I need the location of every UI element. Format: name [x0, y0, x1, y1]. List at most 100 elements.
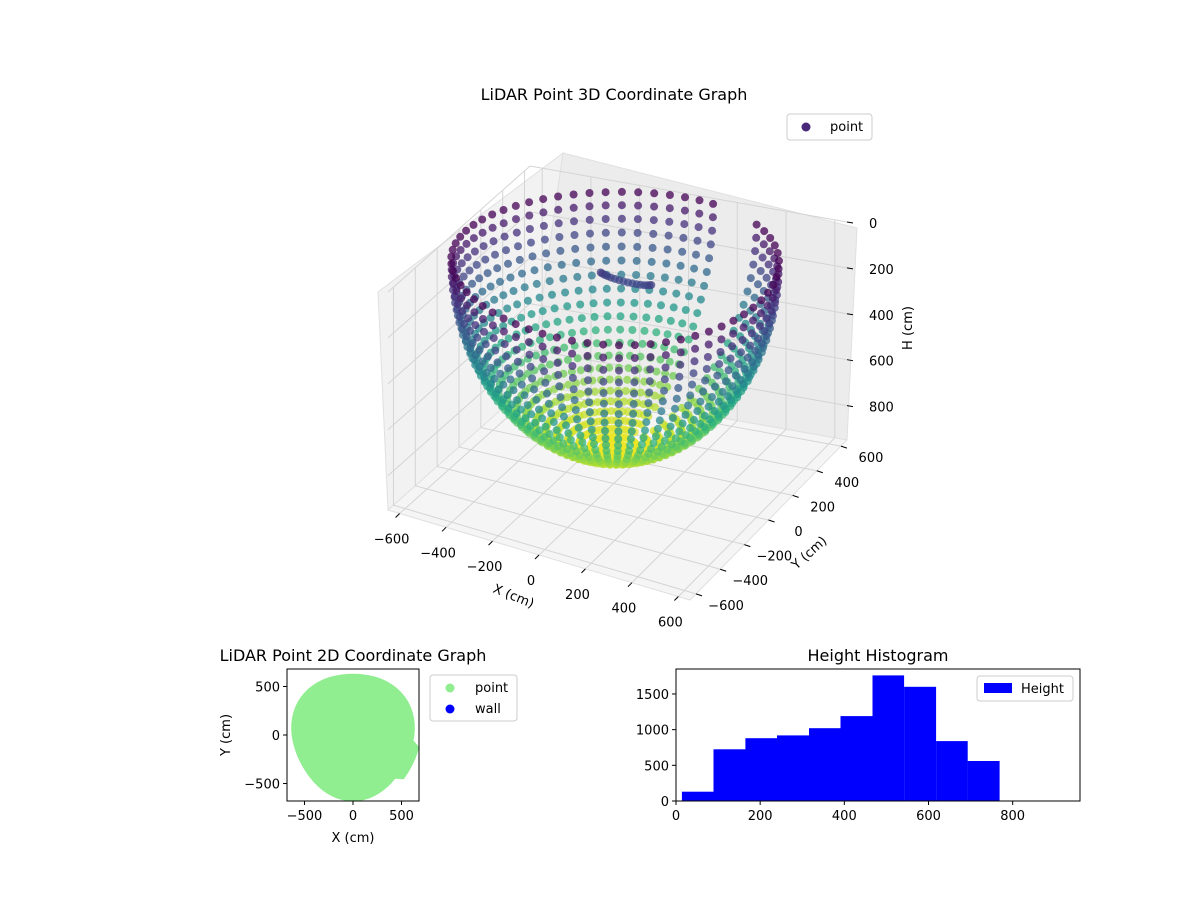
cloud-point: [569, 203, 578, 212]
cloud-point: [693, 309, 702, 318]
ticks-histogram: 0 200 400 600 800 0 500 1000 1500: [636, 688, 1025, 824]
cloud-point: [494, 309, 503, 317]
cloud-point: [701, 376, 710, 385]
cloud-point: [549, 418, 558, 427]
cloud-point: [499, 327, 508, 336]
cloud-point: [456, 232, 465, 241]
cloud-point: [709, 199, 718, 208]
cloud-point: [737, 348, 745, 357]
cloud-point: [600, 409, 609, 418]
histogram-legend: Height: [976, 675, 1074, 702]
cloud-point: [756, 267, 765, 275]
cloud-point: [525, 211, 534, 220]
cloud-point: [545, 277, 554, 286]
cloud-point: [644, 399, 653, 408]
cloud-point: [623, 375, 632, 384]
cloud-point: [757, 309, 765, 318]
cloud-point: [515, 255, 524, 264]
cloud-point: [573, 272, 582, 281]
cloud-point: [675, 427, 684, 436]
cloud-point: [763, 301, 772, 310]
cloud-point: [713, 371, 722, 380]
cloud-point: [499, 206, 508, 214]
cloud-point: [660, 436, 669, 445]
cloud-point: [656, 380, 664, 389]
cloud-point: [538, 329, 547, 338]
x-tick-label-2d: 0: [349, 809, 357, 824]
cloud-point: [538, 414, 547, 423]
cloud-point: [452, 287, 461, 296]
cloud-point: [632, 256, 641, 265]
y-tick-label-2d: −500: [244, 778, 280, 793]
cloud-point: [724, 392, 733, 401]
cloud-point: [772, 272, 781, 281]
plot3d-title: LiDAR Point 3D Coordinate Graph: [481, 85, 748, 104]
cloud-point: [754, 334, 762, 343]
cloud-point: [470, 295, 478, 304]
cloud-point: [499, 380, 508, 389]
cloud-point: [447, 259, 456, 268]
cloud-point: [652, 367, 661, 376]
cloud-point: [502, 246, 510, 255]
cloud-point: [587, 257, 596, 266]
cloud-point: [743, 353, 752, 362]
cloud-point: [512, 228, 521, 237]
cloud-point: [601, 188, 610, 197]
x-tick-label-2d: 500: [389, 809, 414, 824]
cloud-point: [675, 372, 684, 381]
cloud-point: [739, 300, 748, 309]
cloud-point: [561, 288, 570, 297]
cloud-point: [676, 360, 685, 369]
cloud-point: [626, 434, 635, 443]
cloud-point: [601, 228, 610, 237]
cloud-point: [530, 266, 539, 275]
cloud-point: [558, 403, 567, 412]
cloud-point: [447, 252, 456, 261]
legend-wall-marker: [445, 704, 455, 714]
cloud-point: [599, 389, 608, 397]
cloud-point: [552, 333, 561, 342]
cloud-point: [617, 228, 626, 237]
cloud-point: [729, 316, 738, 325]
y-tick-label-hist: 0: [661, 795, 669, 810]
cloud-point: [646, 340, 655, 349]
cloud-point: [590, 312, 599, 321]
cloud-point: [506, 273, 515, 282]
cloud-point: [692, 250, 700, 259]
cloud-point: [544, 399, 553, 408]
cloud-point: [552, 426, 561, 435]
x-tick-label: −600: [374, 532, 410, 547]
cloud-point: [617, 242, 626, 251]
cloud-point: [478, 215, 487, 224]
cloud-point: [738, 336, 747, 344]
cloud-point: [693, 407, 702, 416]
cloud-point: [590, 387, 599, 396]
cloud-point: [545, 360, 554, 369]
cloud-point: [489, 237, 498, 246]
cloud-point: [749, 316, 757, 325]
cloud-point: [470, 247, 479, 256]
histogram-bars: [681, 675, 1000, 801]
cloud-point: [565, 315, 574, 324]
cloud-point: [684, 335, 693, 344]
cloud-point: [574, 423, 583, 432]
y-tick-label: 600: [859, 451, 884, 466]
cloud-point: [480, 327, 488, 336]
cloud-point: [555, 382, 564, 391]
cloud-point: [554, 205, 563, 214]
cloud-point: [695, 209, 704, 218]
cloud-point: [504, 334, 513, 343]
cloud-point: [518, 269, 526, 278]
cloud-point: [488, 223, 497, 232]
cloud-point: [617, 256, 626, 265]
cloud-point: [586, 243, 595, 252]
cloud-point: [759, 240, 768, 249]
cloud-point: [553, 346, 562, 355]
cloud-point: [566, 436, 575, 444]
cloud-point: [527, 238, 535, 247]
cloud-point: [661, 363, 670, 372]
cloud-point: [527, 410, 536, 419]
cloud-point: [614, 427, 623, 436]
